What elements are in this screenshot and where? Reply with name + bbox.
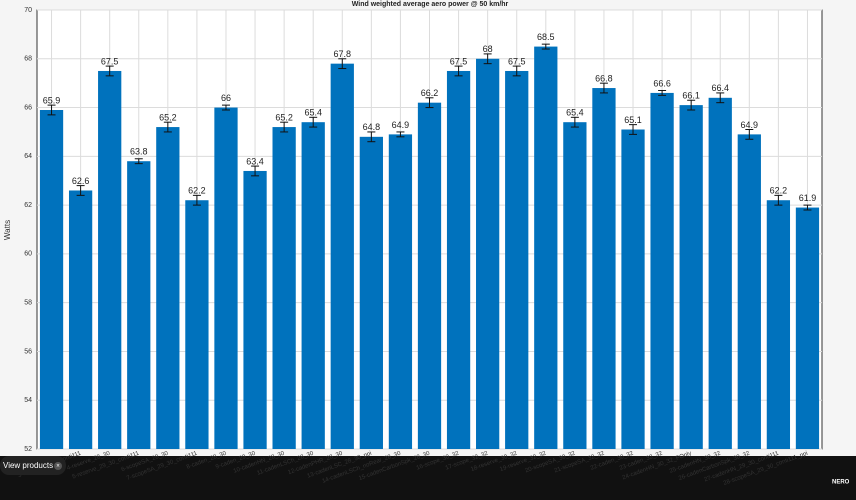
value-label: 67.5 xyxy=(450,56,468,66)
y-tick-label: 64 xyxy=(24,153,32,160)
value-label: 66.2 xyxy=(421,88,439,98)
bar xyxy=(127,161,151,449)
bar xyxy=(795,207,820,449)
value-label: 64.8 xyxy=(363,122,381,132)
y-tick-label: 54 xyxy=(24,397,32,404)
y-tick-label: 58 xyxy=(24,300,32,307)
bar xyxy=(592,88,616,450)
y-axis-label: Watts xyxy=(3,220,12,240)
value-label: 68 xyxy=(483,44,493,54)
view-products-button[interactable] xyxy=(0,456,66,475)
bar xyxy=(330,63,354,450)
bar xyxy=(650,92,674,449)
bar xyxy=(476,58,500,450)
y-tick-label: 52 xyxy=(24,446,32,453)
bar xyxy=(185,200,209,449)
value-label: 66.6 xyxy=(653,78,671,88)
bar xyxy=(679,105,703,449)
y-tick-label: 66 xyxy=(24,104,32,111)
value-label: 65.4 xyxy=(304,108,322,118)
value-label: 63.4 xyxy=(246,156,264,166)
bar xyxy=(446,70,471,449)
bar xyxy=(766,200,791,449)
value-label: 67.8 xyxy=(334,49,352,59)
bar xyxy=(301,122,325,449)
video-bar xyxy=(0,456,856,500)
bar xyxy=(708,97,732,450)
y-tick-label: 56 xyxy=(24,348,32,355)
bar xyxy=(417,102,442,449)
bar xyxy=(98,70,122,449)
value-label: 65.4 xyxy=(566,108,584,118)
bar xyxy=(563,122,587,449)
bar xyxy=(156,127,180,450)
close-icon[interactable] xyxy=(54,462,62,470)
y-tick-label: 68 xyxy=(24,56,32,63)
bar xyxy=(534,46,558,449)
value-label: 66.8 xyxy=(595,73,613,83)
value-label: 66.4 xyxy=(711,83,729,93)
bar xyxy=(243,170,267,449)
bar xyxy=(214,107,238,450)
value-label: 67.5 xyxy=(508,56,526,66)
bar xyxy=(737,134,761,449)
bar xyxy=(272,127,296,450)
value-label: 66 xyxy=(221,93,231,103)
value-label: 66.1 xyxy=(682,90,700,100)
value-label: 67.5 xyxy=(101,56,119,66)
bar xyxy=(39,109,64,449)
value-label: 61.9 xyxy=(799,193,817,203)
chart-title: Wind weighted average aero power @ 50 km… xyxy=(352,1,509,8)
logo: NERO xyxy=(832,480,850,486)
value-label: 62.2 xyxy=(770,186,788,196)
close-x[interactable]: × xyxy=(56,464,60,470)
value-label: 62.6 xyxy=(72,176,90,186)
value-label: 63.8 xyxy=(130,147,148,157)
value-label: 64.9 xyxy=(741,120,759,130)
y-tick-label: 70 xyxy=(24,7,32,14)
y-tick-label: 60 xyxy=(24,251,32,258)
bar xyxy=(505,70,529,449)
view-products-text[interactable]: View products xyxy=(3,461,53,470)
bar xyxy=(621,129,645,449)
y-tick-label: 62 xyxy=(24,202,32,209)
value-label: 68.5 xyxy=(537,32,555,42)
value-label: 62.2 xyxy=(188,186,206,196)
bar xyxy=(388,134,413,449)
bar xyxy=(68,190,93,449)
value-label: 65.2 xyxy=(275,112,293,122)
bar xyxy=(359,136,383,450)
value-label: 64.9 xyxy=(392,120,410,130)
value-label: 65.1 xyxy=(624,115,642,125)
value-label: 65.2 xyxy=(159,112,177,122)
value-label: 65.9 xyxy=(43,95,61,105)
